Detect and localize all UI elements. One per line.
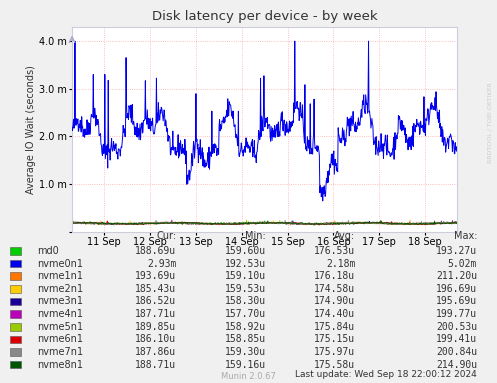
Text: 175.97u: 175.97u bbox=[314, 347, 355, 357]
Text: nvme0n1: nvme0n1 bbox=[37, 259, 83, 268]
Y-axis label: Average IO Wait (seconds): Average IO Wait (seconds) bbox=[26, 65, 36, 194]
Text: 214.90u: 214.90u bbox=[436, 360, 477, 370]
Text: 193.27u: 193.27u bbox=[436, 246, 477, 256]
Text: 187.71u: 187.71u bbox=[135, 309, 176, 319]
Text: 174.90u: 174.90u bbox=[314, 296, 355, 306]
Text: 186.10u: 186.10u bbox=[135, 334, 176, 344]
Text: Cur:: Cur: bbox=[157, 231, 176, 241]
Text: 159.30u: 159.30u bbox=[225, 347, 266, 357]
Text: 2.93m: 2.93m bbox=[147, 259, 176, 268]
Text: nvme3n1: nvme3n1 bbox=[37, 296, 83, 306]
Text: 2.18m: 2.18m bbox=[326, 259, 355, 268]
Text: 189.85u: 189.85u bbox=[135, 322, 176, 332]
Text: nvme2n1: nvme2n1 bbox=[37, 284, 83, 294]
Text: 174.58u: 174.58u bbox=[314, 284, 355, 294]
Text: 159.60u: 159.60u bbox=[225, 246, 266, 256]
Text: 175.84u: 175.84u bbox=[314, 322, 355, 332]
Text: 176.53u: 176.53u bbox=[314, 246, 355, 256]
Text: 175.15u: 175.15u bbox=[314, 334, 355, 344]
Text: 188.71u: 188.71u bbox=[135, 360, 176, 370]
Text: 158.92u: 158.92u bbox=[225, 322, 266, 332]
Text: 158.85u: 158.85u bbox=[225, 334, 266, 344]
Text: 5.02m: 5.02m bbox=[448, 259, 477, 268]
Text: 157.70u: 157.70u bbox=[225, 309, 266, 319]
Text: nvme4n1: nvme4n1 bbox=[37, 309, 83, 319]
Text: Munin 2.0.67: Munin 2.0.67 bbox=[221, 372, 276, 381]
Text: Max:: Max: bbox=[454, 231, 477, 241]
Text: nvme6n1: nvme6n1 bbox=[37, 334, 83, 344]
Text: 200.84u: 200.84u bbox=[436, 347, 477, 357]
Text: 175.58u: 175.58u bbox=[314, 360, 355, 370]
Text: 199.41u: 199.41u bbox=[436, 334, 477, 344]
Text: 174.40u: 174.40u bbox=[314, 309, 355, 319]
Text: Avg:: Avg: bbox=[334, 231, 355, 241]
Text: 159.10u: 159.10u bbox=[225, 271, 266, 281]
Text: md0: md0 bbox=[37, 246, 59, 256]
Text: 176.18u: 176.18u bbox=[314, 271, 355, 281]
Text: nvme5n1: nvme5n1 bbox=[37, 322, 83, 332]
Text: Min:: Min: bbox=[245, 231, 266, 241]
Title: Disk latency per device - by week: Disk latency per device - by week bbox=[152, 10, 377, 23]
Text: 186.52u: 186.52u bbox=[135, 296, 176, 306]
Text: 187.86u: 187.86u bbox=[135, 347, 176, 357]
Text: 200.53u: 200.53u bbox=[436, 322, 477, 332]
Text: 211.20u: 211.20u bbox=[436, 271, 477, 281]
Text: 195.69u: 195.69u bbox=[436, 296, 477, 306]
Text: 159.16u: 159.16u bbox=[225, 360, 266, 370]
Text: nvme1n1: nvme1n1 bbox=[37, 271, 83, 281]
Text: 196.69u: 196.69u bbox=[436, 284, 477, 294]
Text: 193.69u: 193.69u bbox=[135, 271, 176, 281]
Text: nvme7n1: nvme7n1 bbox=[37, 347, 83, 357]
Text: 199.77u: 199.77u bbox=[436, 309, 477, 319]
Text: nvme8n1: nvme8n1 bbox=[37, 360, 83, 370]
Text: 188.69u: 188.69u bbox=[135, 246, 176, 256]
Text: 159.53u: 159.53u bbox=[225, 284, 266, 294]
Text: 192.53u: 192.53u bbox=[225, 259, 266, 268]
Text: RRDTOOL / TOBI OETIKER: RRDTOOL / TOBI OETIKER bbox=[487, 82, 492, 163]
Text: Last update: Wed Sep 18 22:00:12 2024: Last update: Wed Sep 18 22:00:12 2024 bbox=[295, 370, 477, 379]
Text: 158.30u: 158.30u bbox=[225, 296, 266, 306]
Text: 185.43u: 185.43u bbox=[135, 284, 176, 294]
